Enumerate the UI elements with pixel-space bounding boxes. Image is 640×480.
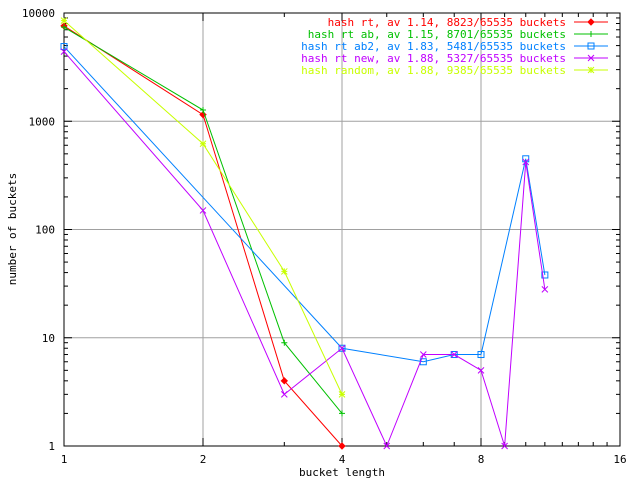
y-tick-label: 10000 [22,7,55,20]
y-tick-label: 10 [42,332,55,345]
series-3 [60,43,549,366]
data-point [60,48,68,55]
data-point [383,442,391,450]
series-lines [60,17,549,450]
axis-ticks: 1 2 4 8 16 1 10 100 1000 10000 [22,7,627,466]
data-point [522,158,530,166]
data-point [338,442,346,450]
legend-marker [587,42,595,50]
legend-label: hash rt ab2, av 1.83, 5481/65535 buckets [301,40,566,53]
data-point [541,271,549,279]
data-point [477,351,485,359]
y-axis-label: number of buckets [6,173,19,286]
x-tick-label: 1 [61,453,68,466]
grid [64,13,620,446]
legend-label: hash rt new, av 1.88, 5327/65535 buckets [301,52,566,65]
x-tick-label: 4 [339,453,346,466]
data-point [60,43,68,51]
series-5 [60,17,346,398]
data-point [280,390,288,398]
series-line [63,25,343,447]
data-point [338,344,346,352]
data-point [477,366,485,374]
series-4 [60,48,549,450]
data-point [280,268,288,275]
data-point [501,442,508,450]
x-axis-label: bucket length [299,466,385,479]
y-tick-label: 1000 [29,115,56,128]
data-point [281,339,288,346]
data-point [280,377,289,385]
data-point [450,351,458,358]
data-point [199,110,207,119]
data-point [199,207,207,214]
data-point [200,107,206,114]
series-1 [60,22,346,450]
x-tick-label: 8 [478,453,485,466]
data-point [339,410,345,417]
data-point [419,351,427,358]
legend-label: hash random, av 1.88, 9385/65535 buckets [301,64,566,77]
data-point [541,285,549,293]
legend-label: hash rt ab, av 1.15, 8701/65535 buckets [308,28,566,41]
data-point [60,17,68,24]
data-point [61,24,67,31]
data-point [338,344,346,352]
legend-marker [587,18,595,26]
legend: hash rt, av 1.14, 8823/65535 bucketshash… [301,16,608,77]
series-2 [61,24,345,417]
series-line [63,26,343,414]
legend-label: hash rt, av 1.14, 8823/65535 buckets [328,16,566,29]
data-point [338,390,346,398]
series-line [63,51,546,448]
legend-marker [588,31,594,37]
y-tick-label: 100 [35,224,55,237]
x-tick-label: 16 [613,453,626,466]
series-line [63,20,343,395]
x-tick-label: 2 [200,453,207,466]
legend-marker [587,54,595,62]
y-tick-label: 1 [48,440,55,453]
legend-marker [587,66,595,74]
data-point [199,140,207,148]
